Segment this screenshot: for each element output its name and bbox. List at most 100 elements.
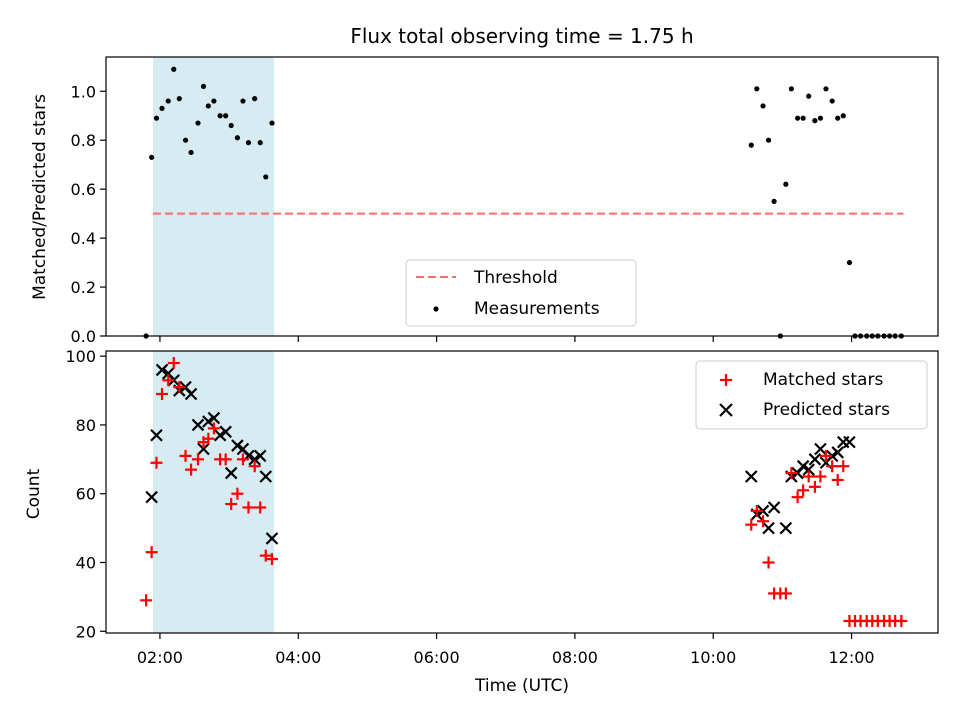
matched-star-point xyxy=(814,470,827,483)
measurement-point xyxy=(263,174,269,180)
top-legend-box xyxy=(405,259,637,327)
matched-star-point xyxy=(191,453,204,466)
measurement-point xyxy=(846,259,853,266)
predicted-star-point xyxy=(184,387,198,401)
x-tick-label: 04:00 xyxy=(275,648,321,667)
x-tick-label: 06:00 xyxy=(414,648,460,667)
predicted-star-point xyxy=(814,442,827,456)
predicted-star-point xyxy=(796,459,810,473)
matched-star-point xyxy=(248,460,261,473)
matched-star-point xyxy=(173,381,186,394)
bottom-ytick-label: 20 xyxy=(76,622,96,641)
matched-star-point xyxy=(808,480,821,493)
legend-matched-label: Matched stars xyxy=(763,370,883,390)
predicted-star-point xyxy=(224,466,238,480)
matched-star-point xyxy=(831,473,844,486)
predicted-star-point xyxy=(248,453,261,466)
measurement-point xyxy=(257,140,263,146)
measurement-point xyxy=(182,137,189,143)
measurement-point xyxy=(153,115,160,121)
x-tick-label: 12:00 xyxy=(828,648,874,667)
top-axes: 0.0 0.2 0.4 0.6 0.8 1.0 Matched/Predicted sta… xyxy=(30,56,939,346)
matched-star-point xyxy=(779,587,792,600)
legend-matched-marker xyxy=(720,374,732,386)
predicted-star-point xyxy=(231,439,244,452)
x-tick-label: 08:00 xyxy=(552,648,598,667)
predicted-star-point xyxy=(197,442,210,456)
x-tick-label: 10:00 xyxy=(690,648,736,667)
matched-star-point xyxy=(145,546,158,559)
predicted-star-point xyxy=(762,521,775,535)
measurement-point xyxy=(835,115,841,121)
measurement-point xyxy=(159,105,165,111)
predicted-star-point xyxy=(191,418,205,432)
matched-star-point xyxy=(225,498,238,511)
matched-star-point xyxy=(219,453,232,466)
measurement-point xyxy=(217,113,223,119)
matched-star-point xyxy=(156,387,169,400)
measurement-point xyxy=(149,154,155,160)
matched-star-point xyxy=(162,374,175,387)
legend-predicted-label: Predicted stars xyxy=(763,400,890,420)
matched-star-point xyxy=(797,484,810,497)
measurement-point xyxy=(200,83,207,89)
bottom-plot-frame xyxy=(105,350,939,634)
measurement-point xyxy=(800,115,806,121)
matched-star-point xyxy=(791,491,804,504)
matched-star-point xyxy=(265,553,278,566)
measurement-point xyxy=(240,98,246,104)
measurement-point xyxy=(771,198,777,204)
chart-title: Flux total observing time = 1.75 h xyxy=(350,24,693,48)
matched-star-point xyxy=(895,614,908,627)
measurement-point xyxy=(165,98,171,104)
predicted-star-point xyxy=(155,363,169,377)
matched-star-point xyxy=(757,515,770,528)
top-ytick-label: 0.0 xyxy=(71,327,96,346)
measurement-point xyxy=(228,122,234,129)
measurement-point xyxy=(829,98,835,104)
bottom-ytick-label: 60 xyxy=(76,485,96,504)
measurement-point xyxy=(783,181,789,187)
predicted-star-point xyxy=(825,449,839,463)
legend-predicted-marker xyxy=(719,403,733,417)
matched-star-point xyxy=(819,449,832,462)
bottom-axes: 20 40 60 80 100 02:00 04:00 06:00 08:00 10:00 12:… xyxy=(24,347,939,696)
measurement-point xyxy=(823,86,829,92)
measurement-point xyxy=(812,118,818,124)
measurement-point xyxy=(223,113,229,119)
top-ytick-label: 0.4 xyxy=(71,229,96,248)
measurement-point xyxy=(205,103,211,109)
bottom-ytick-label: 100 xyxy=(65,347,96,366)
matched-star-point xyxy=(750,504,763,517)
measurement-point xyxy=(760,103,766,109)
matched-star-point xyxy=(179,449,192,462)
legend-threshold-label: Threshold xyxy=(473,268,558,288)
measurement-point xyxy=(788,86,794,92)
matched-star-point xyxy=(837,460,850,473)
measurement-point xyxy=(795,115,801,121)
matched-star-point xyxy=(167,357,180,370)
matched-star-point xyxy=(802,470,815,483)
measurement-point xyxy=(176,96,182,102)
bottom-legend-box xyxy=(695,360,928,430)
matched-star-point xyxy=(150,456,163,469)
measurement-point xyxy=(748,142,754,148)
predicted-star-point xyxy=(219,425,232,439)
matched-star-point xyxy=(242,501,255,514)
predicted-star-point xyxy=(265,532,279,545)
matched-star-point xyxy=(254,501,267,514)
measurement-point xyxy=(840,113,846,119)
matched-star-point xyxy=(826,460,839,473)
predicted-star-point xyxy=(808,453,822,466)
matched-star-point xyxy=(236,453,249,466)
top-ytick-label: 0.2 xyxy=(71,278,96,297)
measurement-point xyxy=(765,137,772,143)
top-ytick-label: 1.0 xyxy=(71,82,96,101)
matched-star-point xyxy=(259,549,272,562)
predicted-star-point xyxy=(756,504,770,518)
bottom-span-highlight xyxy=(153,351,275,633)
top-ylabel: Matched/Predicted stars xyxy=(30,94,50,300)
matched-star-point xyxy=(745,518,758,531)
legend-measurements-marker xyxy=(433,306,439,312)
predicted-star-point xyxy=(207,411,221,425)
